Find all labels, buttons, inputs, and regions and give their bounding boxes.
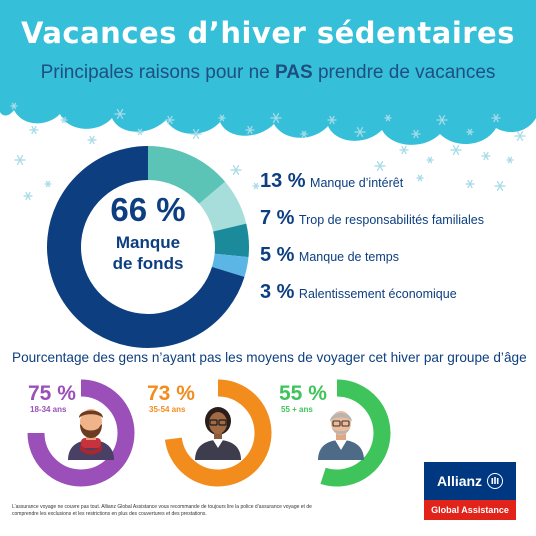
reason-item: 3 % Ralentissement économique <box>260 281 457 304</box>
reason-pct: 3 % <box>260 281 295 303</box>
subtitle-after: prendre de vacances <box>312 62 496 83</box>
snowflake-icon <box>23 191 33 200</box>
age-donut-arc <box>164 379 272 487</box>
donut-center-label: 66 % Manque de fonds <box>58 192 238 274</box>
reasons-donut-chart <box>47 146 249 348</box>
reason-pct: 13 % <box>260 170 306 192</box>
snowflake-icon <box>506 156 514 164</box>
woman-avatar-icon <box>195 407 241 460</box>
reason-item: 7 % Trop de responsabilités familiales <box>260 207 484 230</box>
reason-label: Ralentissement économique <box>298 287 457 301</box>
age-pct-label: 75 % <box>28 382 76 405</box>
main-label-line1: Manque <box>115 233 181 252</box>
age-donut-55-plus <box>283 379 391 487</box>
main-label-line2: de fonds <box>112 254 184 273</box>
logo-brand: Allianz <box>436 473 483 489</box>
subtitle-emphasis: PAS <box>275 62 313 83</box>
donut-slice-ralentissement-conomique <box>211 253 249 277</box>
age-donut-arc <box>27 379 135 487</box>
snowflake-icon <box>481 151 491 161</box>
page-subtitle: Principales raisons pour ne PAS prendre … <box>0 62 536 84</box>
logo-sub: Global Assistance <box>424 500 516 520</box>
reason-pct: 7 % <box>260 207 295 229</box>
reason-item: 5 % Manque de temps <box>260 244 399 267</box>
reason-item: 13 % Manque d’intérêt <box>260 170 403 193</box>
reason-label: Trop de responsabilités familiales <box>298 213 484 227</box>
page-title: Vacances d’hiver sédentaires <box>21 16 515 50</box>
main-label: Manque de fonds <box>58 232 238 274</box>
header-cloud-banner <box>0 0 536 145</box>
young-man-avatar-icon <box>68 409 114 460</box>
age-section-title: Pourcentage des gens n’ayant pas les moy… <box>12 350 527 365</box>
age-range-label: 18-34 ans <box>30 405 67 414</box>
age-donut-arc <box>320 379 391 487</box>
age-pct-label: 73 % <box>147 382 195 405</box>
snowflake-icon <box>494 180 506 192</box>
age-donut-18-34 <box>27 379 135 487</box>
snowflake-icon <box>252 182 260 190</box>
donut-slice-manque-d-int-r-t <box>147 146 226 205</box>
donut-slice-manque-de-temps <box>213 223 249 258</box>
snowflake-icon <box>416 174 424 182</box>
snowflake-icon <box>426 156 434 164</box>
snowflake-icon <box>14 154 26 166</box>
disclaimer-text: L’assurance voyage ne couvre pas tout. A… <box>12 504 312 517</box>
main-value: 66 % <box>110 191 186 228</box>
donut-slice-manque-de-fonds <box>47 146 245 348</box>
senior-man-avatar-icon <box>318 411 364 460</box>
snowflake-icon <box>465 179 475 189</box>
age-pct-label: 55 % <box>279 382 327 405</box>
logo-brand-bar: Allianz <box>424 462 516 500</box>
reason-pct: 5 % <box>260 244 295 266</box>
reason-label: Manque d’intérêt <box>310 176 404 190</box>
donut-slice-trop-de-responsabilit-s-familiales <box>198 181 247 233</box>
allianz-logo: Allianz Global Assistance <box>424 462 516 520</box>
age-donut-35-54 <box>164 379 272 487</box>
age-range-label: 55 + ans <box>281 405 313 414</box>
reason-label: Manque de temps <box>298 250 399 264</box>
age-range-label: 35-54 ans <box>149 405 186 414</box>
subtitle-before: Principales raisons pour ne <box>40 62 276 83</box>
allianz-eagle-icon <box>487 473 504 489</box>
